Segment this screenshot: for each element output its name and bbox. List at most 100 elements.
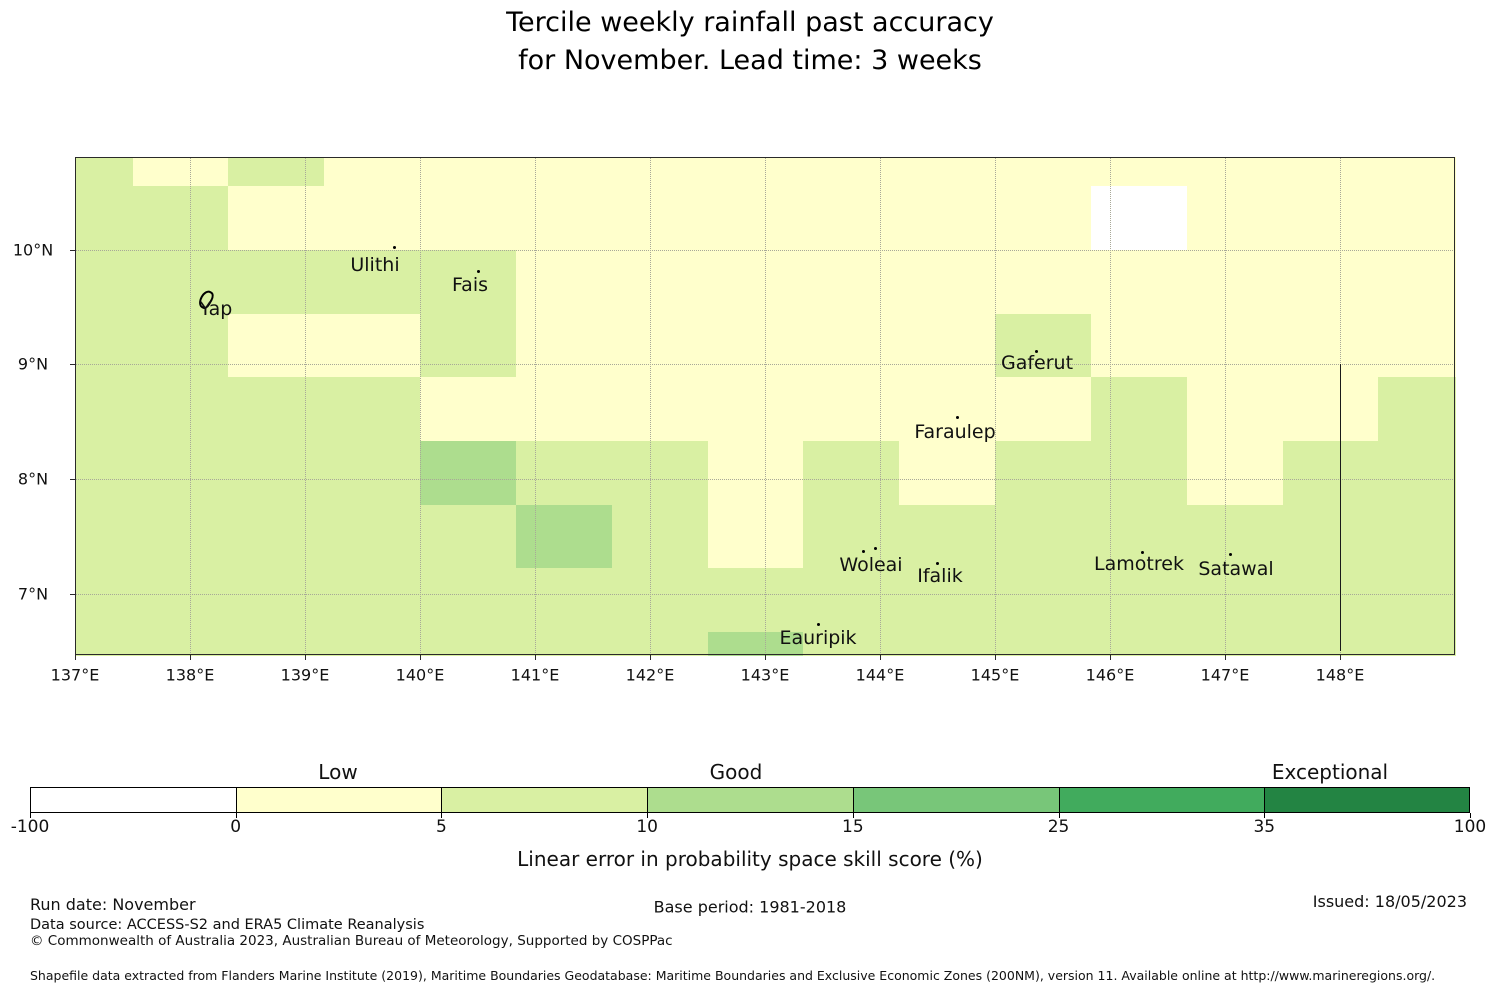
colorbar-segment — [235, 787, 442, 813]
issued-date-text: Issued: 18/05/2023 — [1312, 892, 1467, 911]
map-cell — [324, 186, 421, 251]
map-cell — [611, 186, 709, 251]
map-cell — [132, 157, 229, 187]
map-cell — [803, 186, 900, 251]
map-cell — [75, 631, 134, 656]
base-period-text: Base period: 1981-2018 — [653, 897, 847, 917]
map-cell — [803, 631, 900, 656]
map-cell — [707, 631, 804, 656]
map-cell — [228, 568, 325, 633]
x-axis-tick-label: 137°E — [50, 665, 100, 685]
graticule-meridian — [880, 157, 881, 655]
x-axis-tick-label: 148°E — [1315, 665, 1365, 685]
colorbar-segment — [441, 787, 648, 813]
island-dot-marker — [935, 561, 939, 565]
map-cell — [1378, 186, 1456, 251]
map-cell — [228, 440, 325, 506]
map-cell — [1186, 186, 1284, 251]
map-cell — [515, 377, 613, 442]
colorbar-segment — [1264, 787, 1470, 813]
map-cell — [1282, 313, 1379, 378]
colorbar-axis-label: Linear error in probability space skill … — [517, 847, 983, 871]
map-cell — [75, 249, 134, 315]
map-cell — [899, 186, 996, 251]
graticule-meridian — [305, 157, 306, 655]
y-axis-tick-label: 8°N — [17, 469, 49, 489]
eez-boundary-line — [1340, 364, 1341, 651]
colorbar-tick-label: 25 — [1047, 817, 1070, 837]
map-cell — [995, 631, 1092, 656]
map-cell — [1378, 377, 1456, 442]
island-label: Ifalik — [917, 565, 963, 587]
colorbar-tick — [647, 813, 649, 818]
island-dot-marker — [861, 549, 865, 553]
map-cell — [1090, 186, 1188, 251]
map-cell — [75, 440, 134, 506]
map-cell — [75, 186, 134, 251]
map-cell — [132, 568, 229, 633]
map-cell — [515, 157, 613, 187]
x-axis-tick — [765, 655, 766, 660]
x-axis-tick — [420, 655, 421, 660]
map-cell — [995, 504, 1092, 569]
run-date-text: Run date: November — [30, 895, 196, 914]
island-label: Woleai — [839, 554, 903, 576]
map-cell — [803, 313, 900, 378]
map-cell — [611, 631, 709, 656]
graticule-parallel — [75, 479, 1455, 481]
map-cell — [132, 631, 229, 656]
map-cell — [1378, 504, 1456, 569]
graticule-meridian — [420, 157, 421, 655]
map-cell — [995, 313, 1092, 378]
island-label: Fais — [451, 274, 489, 296]
map-cell — [899, 377, 996, 442]
x-axis-tick — [650, 655, 651, 660]
graticule-parallel — [75, 364, 1455, 366]
x-axis-tick-label: 139°E — [280, 665, 330, 685]
island-dot-marker — [392, 245, 396, 249]
y-axis-tick — [70, 593, 75, 595]
map-cell — [228, 249, 325, 315]
colorbar-segment — [30, 787, 236, 813]
map-cell — [228, 157, 325, 187]
chart-title-line2: for November. Lead time: 3 weeks — [518, 45, 982, 76]
island-label: Lamotrek — [1094, 553, 1184, 575]
map-cell — [420, 377, 517, 442]
map-cell — [420, 313, 517, 378]
island-label: Yap — [199, 298, 233, 320]
y-axis-tick — [70, 249, 75, 251]
map-cell — [324, 504, 421, 569]
map-cell — [611, 157, 709, 187]
map-cell — [324, 631, 421, 656]
x-axis-tick — [75, 655, 76, 660]
map-cell — [707, 440, 804, 506]
map-cell — [899, 504, 996, 569]
y-axis-tick — [70, 364, 75, 366]
x-axis-tick-label: 142°E — [625, 665, 675, 685]
map-cell — [1186, 313, 1284, 378]
map-cell — [132, 186, 229, 251]
map-cell — [1282, 631, 1379, 656]
map-cell — [420, 568, 517, 633]
graticule-meridian — [535, 157, 536, 655]
map-cell — [1090, 313, 1188, 378]
x-axis-tick-label: 147°E — [1200, 665, 1250, 685]
map-cell — [1090, 568, 1188, 633]
x-axis-tick-label: 144°E — [855, 665, 905, 685]
map-cell — [1282, 440, 1379, 506]
map-cell — [420, 504, 517, 569]
colorbar-segment — [852, 787, 1059, 813]
chart-title-line1: Tercile weekly rainfall past accuracy — [506, 7, 994, 38]
copyright-text: © Commonwealth of Australia 2023, Austra… — [30, 933, 673, 949]
x-axis-tick-label: 138°E — [165, 665, 215, 685]
map-cell — [420, 631, 517, 656]
map-cell — [707, 313, 804, 378]
map-cell — [75, 313, 134, 378]
map-cell — [1090, 504, 1188, 569]
map-cell — [1090, 377, 1188, 442]
map-cell — [420, 249, 517, 315]
map-cell — [75, 157, 134, 187]
colorbar-tick — [1264, 813, 1266, 818]
